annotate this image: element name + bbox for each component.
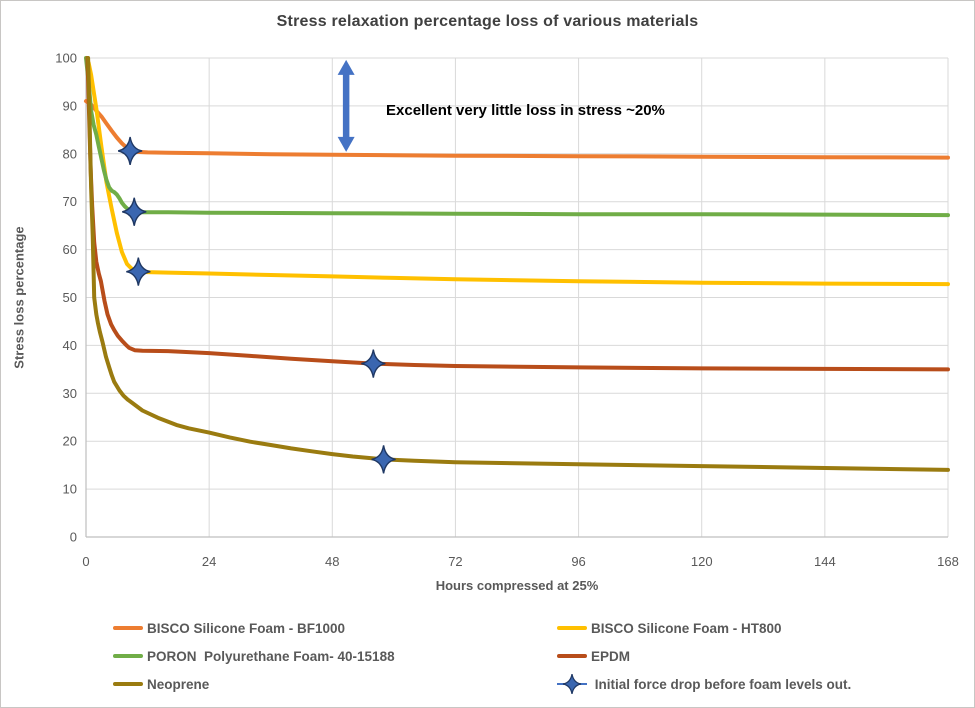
legend-label: PORON Polyurethane Foam- 40-15188 xyxy=(147,648,395,664)
y-tick-label: 40 xyxy=(63,338,77,353)
legend-label: BISCO Silicone Foam - BF1000 xyxy=(147,620,346,636)
legend-item: BISCO Silicone Foam - HT800 xyxy=(557,617,782,639)
y-tick-label: 30 xyxy=(63,386,77,401)
series-line xyxy=(85,56,950,372)
y-tick-label: 80 xyxy=(63,146,77,161)
series-line xyxy=(84,99,950,160)
legend-item: BISCO Silicone Foam - BF1000 xyxy=(113,617,345,639)
chart-title: Stress relaxation percentage loss of var… xyxy=(276,13,699,30)
star-marker xyxy=(126,257,151,286)
star-marker xyxy=(361,349,386,378)
legend-line-swatch xyxy=(557,654,587,658)
x-axis-title: Hours compressed at 25% xyxy=(435,578,599,593)
star-marker xyxy=(117,136,143,166)
y-tick-label: 50 xyxy=(63,290,77,305)
legend-label: Initial force drop before foam levels ou… xyxy=(591,676,852,692)
series-line xyxy=(84,56,950,287)
y-tick-label: 70 xyxy=(63,194,77,209)
y-tick-label: 100 xyxy=(55,51,77,66)
legend-line-swatch xyxy=(557,626,587,630)
plot-area: 0 24 48 72 96 120 144 168 0 10 20 30 40 50 60 70 80 90 100 xyxy=(55,51,959,570)
legend-label: EPDM xyxy=(591,648,631,664)
star-marker xyxy=(371,445,396,474)
y-tick-label: 20 xyxy=(63,434,77,449)
star-marker xyxy=(122,197,147,226)
legend-label: Neoprene xyxy=(147,676,210,692)
legend-item: Neoprene xyxy=(113,673,209,695)
legend-line-swatch xyxy=(113,682,143,686)
x-tick-label: 0 xyxy=(82,554,89,569)
x-tick-label: 96 xyxy=(571,554,585,569)
y-tick-label: 90 xyxy=(63,98,77,113)
x-tick-label: 48 xyxy=(325,554,339,569)
legend-line-swatch xyxy=(113,654,143,658)
legend-item: PORON Polyurethane Foam- 40-15188 xyxy=(113,645,395,667)
x-tick-label: 120 xyxy=(691,554,713,569)
legend-star-swatch xyxy=(557,674,587,694)
x-tick-label: 168 xyxy=(937,554,959,569)
y-tick-label: 0 xyxy=(70,530,77,545)
arrow-head-up xyxy=(337,59,355,75)
annotation-text: Excellent very little loss in stress ~20… xyxy=(386,102,665,119)
series-line xyxy=(86,56,950,472)
x-tick-label: 144 xyxy=(814,554,836,569)
annotation-arrow xyxy=(337,59,355,152)
y-tick-label: 10 xyxy=(63,482,77,497)
y-tick-label: 60 xyxy=(63,242,77,257)
legend-item: Initial force drop before foam levels ou… xyxy=(557,673,851,695)
legend-item: EPDM xyxy=(557,645,630,667)
legend-label: BISCO Silicone Foam - HT800 xyxy=(591,620,782,636)
star-icon xyxy=(562,674,582,694)
arrow-head-down xyxy=(337,136,355,152)
legend-line-swatch xyxy=(113,626,143,630)
legend: BISCO Silicone Foam - BF1000 PORON Polyur… xyxy=(1,613,974,703)
series-line xyxy=(84,56,950,218)
x-tick-label: 24 xyxy=(202,554,216,569)
x-tick-label: 72 xyxy=(448,554,462,569)
